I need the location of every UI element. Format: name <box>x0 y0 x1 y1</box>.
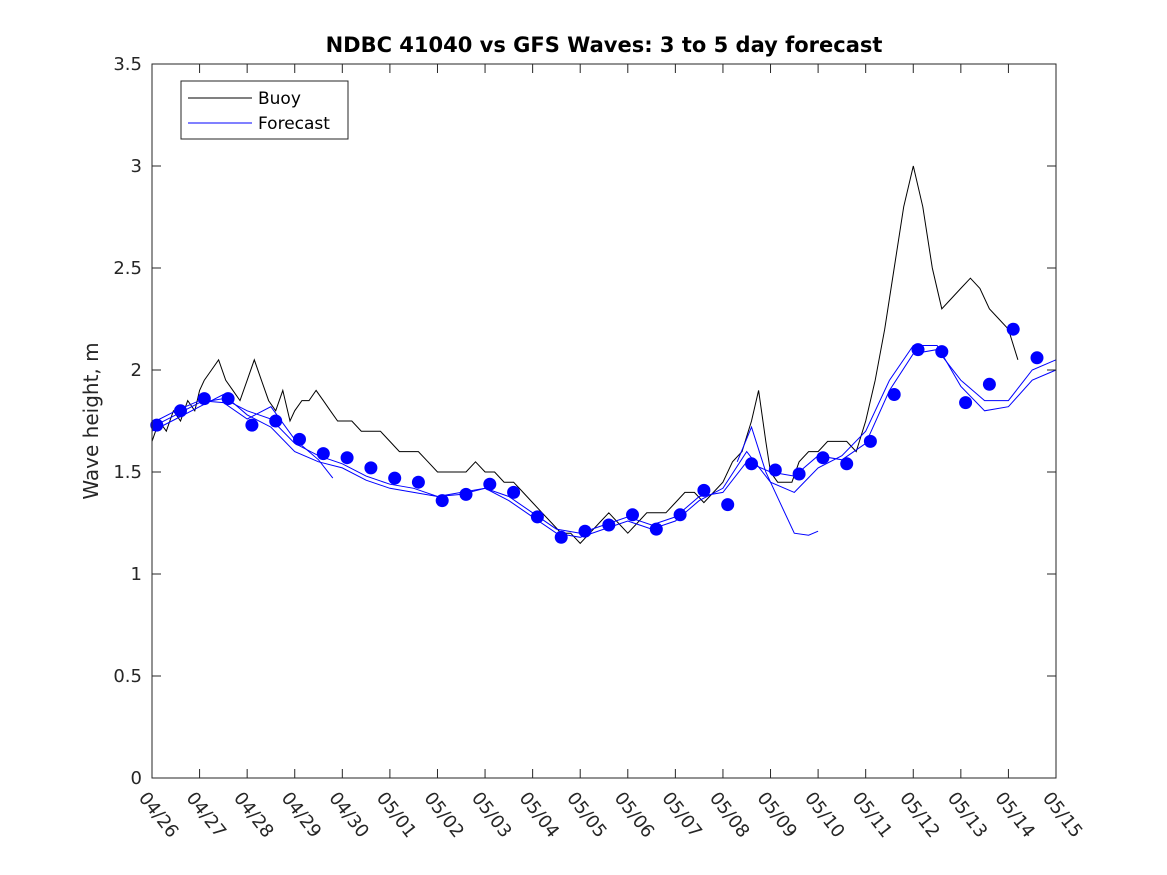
forecast-marker <box>935 345 949 359</box>
forecast-marker <box>959 396 973 410</box>
forecast-marker <box>316 447 330 461</box>
forecast-marker <box>982 377 996 391</box>
buoy-series-line <box>151 165 1019 545</box>
axes-box <box>151 63 1057 779</box>
forecast-marker <box>459 487 473 501</box>
forecast-marker <box>340 451 354 465</box>
forecast-marker <box>507 485 521 499</box>
forecast-marker <box>649 522 663 536</box>
y-tick-label: 0.5 <box>113 666 142 687</box>
y-axis-label: Wave height, m <box>79 342 103 499</box>
forecast-marker <box>626 508 639 522</box>
plot-area <box>152 64 1056 778</box>
y-tick-label: 2 <box>131 360 142 381</box>
forecast-marker <box>816 451 830 465</box>
forecast-marker <box>388 471 402 485</box>
forecast-marker <box>150 418 164 432</box>
forecast-marker <box>174 404 187 418</box>
forecast-marker <box>411 475 425 489</box>
y-tick-label: 1.5 <box>113 462 142 483</box>
forecast-marker <box>221 392 235 406</box>
forecast-marker <box>697 483 711 497</box>
forecast-marker <box>840 457 854 471</box>
legend-box <box>180 80 349 140</box>
forecast-marker <box>792 467 806 481</box>
legend-buoy-label: Buoy <box>258 89 301 109</box>
forecast-series-line <box>736 425 819 536</box>
forecast-marker <box>245 418 259 432</box>
y-tick-label: 1 <box>131 564 142 585</box>
forecast-marker <box>768 463 782 477</box>
chart-title: NDBC 41040 vs GFS Waves: 3 to 5 day fore… <box>326 33 883 57</box>
forecast-marker <box>745 457 758 471</box>
y-tick-label: 2.5 <box>113 258 142 279</box>
y-tick-label: 0 <box>131 768 142 789</box>
legend-forecast-label: Forecast <box>258 114 330 134</box>
forecast-marker <box>269 414 283 428</box>
forecast-marker <box>602 518 616 532</box>
forecast-marker <box>554 530 568 544</box>
forecast-markers <box>150 322 1044 544</box>
forecast-marker <box>673 508 687 522</box>
forecast-marker <box>293 432 306 446</box>
legend: Buoy Forecast <box>180 80 349 140</box>
forecast-marker <box>483 477 497 491</box>
forecast-marker <box>578 524 592 538</box>
forecast-marker <box>1006 322 1020 336</box>
y-tick-label: 3 <box>131 156 142 177</box>
forecast-marker <box>435 494 449 508</box>
forecast-marker <box>887 388 901 401</box>
forecast-marker <box>364 461 378 475</box>
forecast-marker <box>197 392 211 406</box>
forecast-marker <box>1030 351 1044 365</box>
y-tick-label: 3.5 <box>113 54 142 75</box>
forecast-marker <box>530 510 544 524</box>
forecast-marker <box>863 434 877 448</box>
forecast-marker <box>721 498 735 512</box>
forecast-marker <box>911 343 925 357</box>
